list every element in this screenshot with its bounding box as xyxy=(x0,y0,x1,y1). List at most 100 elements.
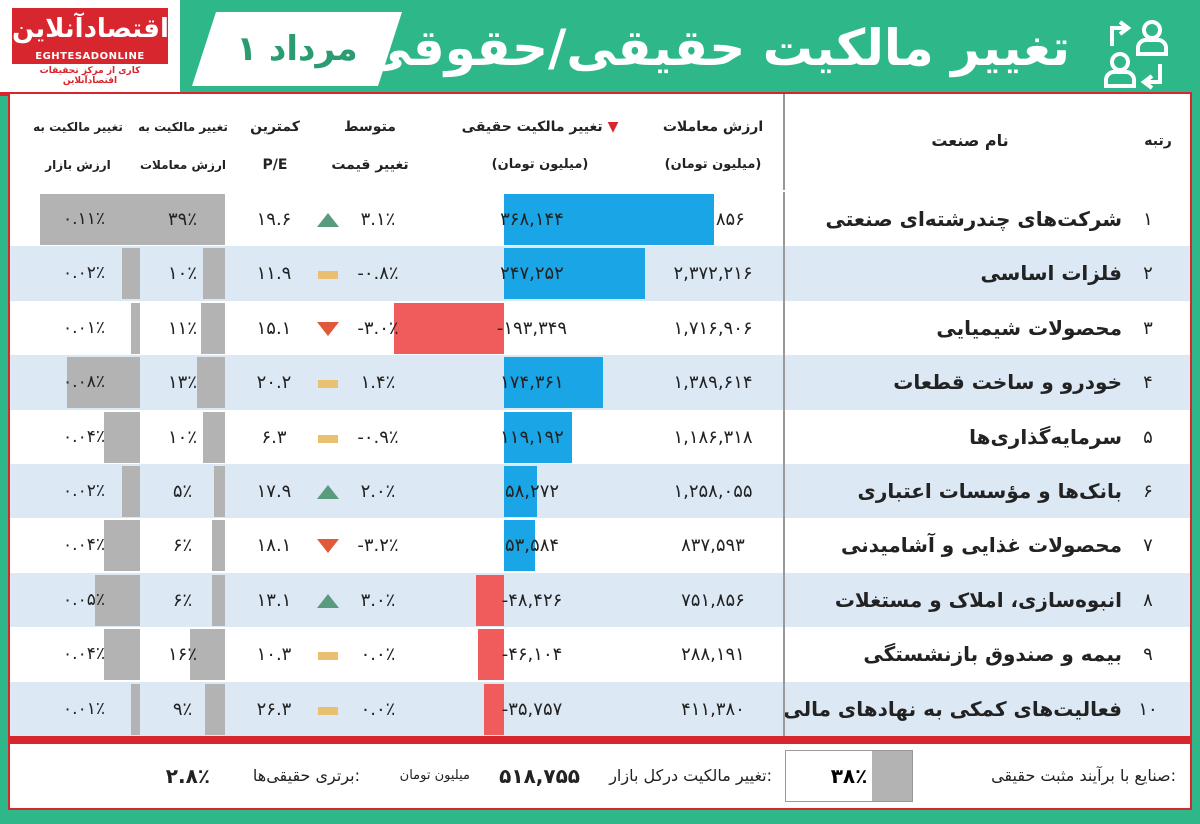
market-ratio-bar xyxy=(103,629,140,681)
change-to-market-ratio: ۰.۰۸٪ xyxy=(28,355,140,410)
trend-down-icon xyxy=(317,321,339,336)
rank-cell: ۷ xyxy=(1143,535,1153,557)
ratio-value: ۱۱٪ xyxy=(167,317,197,339)
superiority-value: ۲.۸٪ xyxy=(165,764,210,788)
row-divider xyxy=(783,518,785,574)
ratio-value: ۶٪ xyxy=(172,535,193,557)
change-to-value-ratio: ۱۰٪ xyxy=(140,410,225,465)
sort-desc-icon[interactable]: ▼ xyxy=(607,119,619,135)
table-row[interactable]: ۱۰ فعالیت‌های کمکی به نهادهای مالی ۴۱۱,۳۸۰… xyxy=(10,681,1190,737)
table-row[interactable]: ۳ محصولات شیمیایی ۱,۷۱۶,۹۰۶ -۱۹۳,۳۴۹ -۳.۰٪ ۱۵… xyxy=(10,300,1190,356)
change-to-market-ratio: ۰.۰۴٪ xyxy=(28,518,140,573)
market-ratio-value: ۰.۰۴٪ xyxy=(63,535,105,556)
positive-value: ۳۸٪ xyxy=(830,764,868,788)
ratio-value: ۱۳٪ xyxy=(167,372,197,394)
positive-change-bar xyxy=(504,248,646,300)
row-divider xyxy=(783,572,785,628)
market-ratio-value: ۰.۰۲٪ xyxy=(63,481,105,501)
ratio-value: ۱۰٪ xyxy=(167,426,197,448)
min-pe: ۱۳.۱ xyxy=(256,589,292,611)
industry-name: بیمه و صندوق بازنشستگی xyxy=(863,642,1122,667)
change-value: -۳۵,۷۵۷ xyxy=(501,698,563,720)
negative-change-bar xyxy=(477,629,504,681)
min-pe: ۲۰.۲ xyxy=(256,372,292,394)
avg-price-change: ۰.۰٪ xyxy=(360,644,396,666)
avg-price-change: ۳.۱٪ xyxy=(360,209,396,230)
rank-cell: ۲ xyxy=(1143,263,1153,285)
rank-cell: ۵ xyxy=(1143,426,1153,448)
ownership-change: -۴۸,۴۲۶ xyxy=(422,573,642,628)
trade-value: ۲,۳۷۲,۲۱۶ xyxy=(673,263,753,285)
market-ratio-value: ۰.۱۱٪ xyxy=(63,209,105,229)
table-row[interactable]: ۴ خودرو و ساخت قطعات ۱,۳۸۹,۶۱۴ ۱۷۴,۳۶۱ ۱.۴٪ ۲… xyxy=(10,355,1190,411)
market-ratio-value: ۰.۰۸٪ xyxy=(63,372,105,393)
table-row[interactable]: ۹ بیمه و صندوق بازنشستگی ۲۸۸,۱۹۱ -۴۶,۱۰۴ ۰.۰… xyxy=(10,627,1190,683)
trade-value: ۷۵۱,۸۵۶ xyxy=(681,589,745,611)
avg-price-change: -۳.۰٪ xyxy=(357,317,399,339)
min-pe: ۱۹.۶ xyxy=(256,209,292,230)
industry-name: بانک‌ها و مؤسسات اعتباری xyxy=(857,479,1122,503)
table-header: رتبه نام صنعت ارزش معاملات (میلیون تومان… xyxy=(10,94,1190,190)
row-divider xyxy=(783,627,785,683)
min-pe: ۶.۳ xyxy=(261,426,287,448)
market-label: تغییر مالکیت درکل بازار: xyxy=(609,766,772,785)
positive-label: صنایع با برآیند مثبت حقیقی: xyxy=(991,766,1176,785)
industry-name: خودرو و ساخت قطعات xyxy=(893,370,1122,395)
table-row[interactable]: ۷ محصولات غذایی و آشامیدنی ۸۳۷,۵۹۳ ۵۳,۵۸۴ -۳… xyxy=(10,518,1190,574)
rank-cell: ۱۰ xyxy=(1138,698,1158,720)
ratio-value: ۹٪ xyxy=(172,698,193,720)
trade-value: ۸۳۷,۵۹۳ xyxy=(681,535,745,557)
ratio-value: ۳۹٪ xyxy=(167,209,197,230)
market-ratio-value: ۰.۰۴٪ xyxy=(63,644,105,665)
positive-change-bar xyxy=(504,357,604,409)
change-to-value-ratio: ۱۰٪ xyxy=(140,246,225,301)
trade-value: ۱,۷۱۶,۹۰۶ xyxy=(673,317,753,339)
ratio-bar xyxy=(203,248,225,300)
avg-price-change: ۰.۰٪ xyxy=(360,698,396,720)
logo: اقتصادآنلاین EGHTESADONLINE کاری از مرکز… xyxy=(0,0,180,96)
avg-price-change: ۲.۰٪ xyxy=(360,481,396,502)
logo-en: EGHTESADONLINE xyxy=(12,50,168,64)
ratio-bar xyxy=(196,357,225,409)
market-unit: میلیون تومان xyxy=(399,768,470,783)
industry-name: سرمایه‌گذاری‌ها xyxy=(969,424,1122,449)
market-ratio-bar xyxy=(121,466,140,517)
change-to-value-ratio: ۱۶٪ xyxy=(140,627,225,682)
table-row[interactable]: ۲ فلزات اساسی ۲,۳۷۲,۲۱۶ ۲۴۷,۲۵۲ -۰.۸٪ ۱۱.۹ ۱۰٪… xyxy=(10,246,1190,302)
col-avg-sub: تغییر قیمت xyxy=(331,157,409,173)
table-row[interactable]: ۶ بانک‌ها و مؤسسات اعتباری ۱,۲۵۸,۰۵۵ ۵۸,۲۷۲… xyxy=(10,464,1190,519)
col-vol-title: تغییر مالکیت به xyxy=(138,120,228,134)
change-to-market-ratio: ۰.۱۱٪ xyxy=(28,192,140,247)
change-value: ۲۴۷,۲۵۲ xyxy=(500,263,564,285)
change-to-market-ratio: ۰.۰۵٪ xyxy=(28,573,140,628)
col-pe-sub: P/E xyxy=(262,157,288,173)
change-value: -۱۹۳,۳۴۹ xyxy=(496,317,568,339)
change-value: ۱۱۹,۱۹۲ xyxy=(500,426,564,448)
market-ratio-bar xyxy=(67,357,140,409)
ratio-value: ۵٪ xyxy=(172,481,193,502)
market-ratio-bar xyxy=(130,302,140,354)
rank-cell: ۴ xyxy=(1143,372,1153,394)
negative-change-bar xyxy=(476,574,504,626)
ratio-value: ۶٪ xyxy=(172,589,193,611)
ratio-bar xyxy=(211,520,225,572)
col-vol-sub: ارزش معاملات xyxy=(140,158,226,172)
logo-subtitle: کاری از مرکز تحقیقات اقتصادآنلاین xyxy=(39,66,141,86)
change-to-value-ratio: ۳۹٪ xyxy=(140,192,225,247)
table-row[interactable]: ۸ انبوه‌سازی، املاک و مستغلات ۷۵۱,۸۵۶ -۴۸,۴… xyxy=(10,572,1190,628)
positive-change-bar xyxy=(504,520,535,572)
ownership-change: ۵۳,۵۸۴ xyxy=(422,518,642,573)
change-value: ۵۳,۵۸۴ xyxy=(504,535,560,557)
ownership-change: -۴۶,۱۰۴ xyxy=(422,627,642,682)
industry-name: فعالیت‌های کمکی به نهادهای مالی xyxy=(783,696,1122,721)
change-to-market-ratio: ۰.۰۲٪ xyxy=(28,246,140,301)
rank-cell: ۶ xyxy=(1143,481,1153,502)
change-value: ۳۶۸,۱۴۴ xyxy=(500,209,564,230)
table-row[interactable]: ۵ سرمایه‌گذاری‌ها ۱,۱۸۶,۳۱۸ ۱۱۹,۱۹۲ -۰.۹٪ ۶.۳… xyxy=(10,409,1190,465)
industry-name: محصولات غذایی و آشامیدنی xyxy=(840,533,1122,558)
avg-price-change: -۰.۸٪ xyxy=(357,263,399,285)
min-pe: ۱۷.۹ xyxy=(256,481,292,502)
market-ratio-value: ۰.۰۲٪ xyxy=(63,263,105,284)
change-to-value-ratio: ۹٪ xyxy=(140,682,225,737)
